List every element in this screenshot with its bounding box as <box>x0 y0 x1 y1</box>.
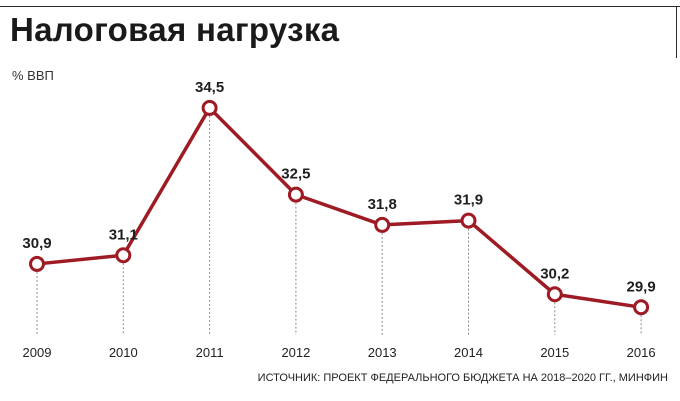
chart-title: Налоговая нагрузка <box>10 11 340 48</box>
y-axis-unit-label: % ВВП <box>12 68 54 83</box>
value-label-2011: 34,5 <box>195 79 224 96</box>
value-label-2009: 30,9 <box>22 235 51 252</box>
value-label-2014: 31,9 <box>454 192 483 209</box>
x-tick-label-2014: 2014 <box>454 345 483 360</box>
data-point-2014 <box>460 212 477 229</box>
top-rule <box>0 6 680 7</box>
data-point-2012 <box>287 186 304 203</box>
data-point-2011 <box>201 99 218 116</box>
x-tick-label-2016: 2016 <box>627 345 656 360</box>
data-point-2009 <box>29 255 45 272</box>
x-tick-label-2012: 2012 <box>281 345 310 360</box>
value-label-2016: 29,9 <box>626 278 655 295</box>
guide-lines <box>36 115 642 335</box>
data-point-2015 <box>546 286 563 303</box>
value-label-2010: 31,1 <box>109 226 138 243</box>
value-label-2012: 32,5 <box>281 166 310 183</box>
value-label-2013: 31,8 <box>368 196 397 213</box>
source-note: ИСТОЧНИК: ПРОЕКТ ФЕДЕРАЛЬНОГО БЮДЖЕТА НА… <box>257 372 668 384</box>
data-point-2016 <box>633 299 650 316</box>
value-label-2015: 30,2 <box>540 265 569 282</box>
series-line <box>36 106 642 309</box>
value-labels: 30,9 31,1 34,5 32,5 31,8 31,9 30,2 29,9 <box>22 79 655 295</box>
x-tick-label-2015: 2015 <box>540 345 569 360</box>
x-tick-labels: 2009 2010 2011 2012 2013 2014 2015 2016 <box>23 345 656 360</box>
data-point-2013 <box>374 216 391 233</box>
x-tick-label-2010: 2010 <box>109 345 138 360</box>
data-point-2010 <box>115 247 132 264</box>
data-points <box>29 99 650 316</box>
x-tick-label-2009: 2009 <box>23 345 52 360</box>
x-tick-label-2011: 2011 <box>196 345 224 360</box>
right-rule <box>676 6 677 58</box>
x-tick-label-2013: 2013 <box>368 345 397 360</box>
